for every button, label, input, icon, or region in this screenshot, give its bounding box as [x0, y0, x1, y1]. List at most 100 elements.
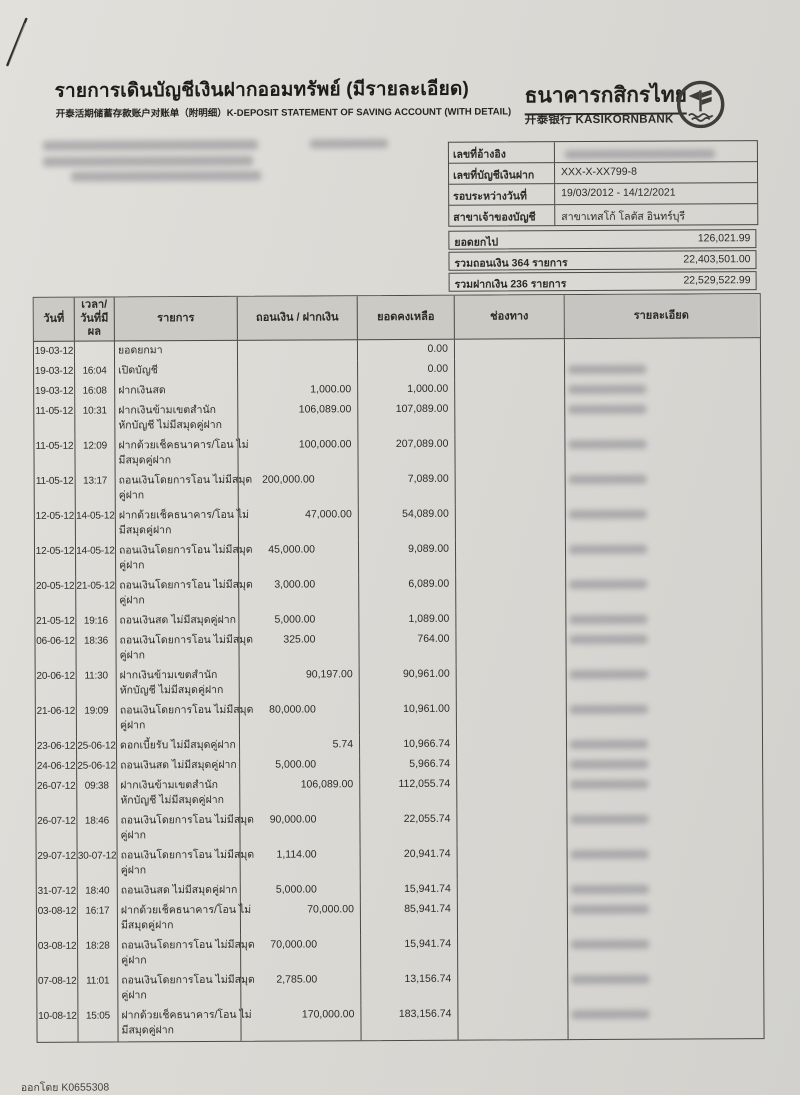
cell-balance: 6,089.00 — [359, 574, 457, 611]
cell-time: 19:16 — [76, 611, 117, 632]
cell-balance: 764.00 — [359, 629, 457, 666]
cell-time: 14-05-12 — [75, 541, 117, 577]
cell-balance: 1,089.00 — [359, 609, 457, 631]
cell-time: 11:01 — [78, 971, 119, 1007]
cell-detail — [566, 503, 759, 539]
cell-time: 18:40 — [77, 881, 118, 902]
cell-channel — [455, 399, 566, 435]
transactions-body: 19-03-12 ยอดยกมา 0.00 19-03-12 16:04 เปิดบัญช… — [33, 338, 764, 1042]
cell-detail — [567, 773, 760, 809]
cell-amount: 80,000.00 — [239, 700, 360, 736]
cell-date: 24-06-12 — [36, 756, 78, 777]
cell-description: ถอนเงินโดยการโอน ไม่มีสมุด คู่ฝาก — [117, 845, 254, 882]
transaction-row: 11-05-12 12:09 ฝากด้วยเช็คธนาคาร/โอน ไม่ มี… — [34, 433, 760, 472]
withdrawal-amount: 45,000.00 — [268, 543, 316, 556]
cell-date: 11-05-12 — [34, 471, 76, 507]
cell-detail — [567, 808, 760, 844]
account-info-value — [555, 141, 757, 162]
cell-description: ฝากด้วยเช็คธนาคาร/โอน ไม่ มีสมุดคู่ฝาก — [115, 435, 249, 472]
cell-detail — [565, 378, 758, 399]
deposit-amount: 1,000.00 — [310, 383, 352, 396]
cell-amount: 170,000.00 — [241, 1005, 362, 1041]
transaction-row: 29-07-12 30-07-12 ถอนเงินโดยการโอน ไม่มีสม… — [36, 843, 763, 882]
cell-date: 11-05-12 — [34, 436, 76, 472]
summary-row: รวมถอนเงิน 364 รายการ 22,403,501.00 — [448, 250, 757, 271]
cell-amount: 47,000.00 — [238, 505, 359, 541]
cell-channel — [458, 934, 569, 970]
cell-channel — [455, 504, 566, 540]
cell-time: 16:08 — [75, 381, 116, 402]
cell-time: 12:09 — [75, 436, 116, 472]
transaction-row: 26-07-12 09:38 ฝากเงินข้ามเขตสำนัก หักบัญชี… — [36, 773, 762, 812]
cell-detail — [565, 358, 758, 379]
redacted-page-ref — [309, 139, 388, 149]
cell-time: 10:31 — [75, 401, 116, 437]
withdrawal-amount: 1,114.00 — [276, 848, 317, 861]
cell-balance: 5,966.74 — [360, 754, 458, 776]
cell-date: 19-03-12 — [33, 341, 76, 362]
header-channel: ช่องทาง — [454, 295, 565, 339]
cell-balance: 9,089.00 — [358, 539, 457, 576]
account-info-table: เลขที่อ้างอิง เลขที่บัญชีเงินฝาก XXX-X-XX7… — [447, 140, 759, 227]
cell-balance: 0.00 — [358, 359, 456, 381]
cell-description: ถอนเงินโดยการโอน ไม่มีสมุด คู่ฝาก — [116, 700, 253, 737]
cell-time: 14-05-12 — [75, 506, 116, 542]
redacted-detail — [568, 439, 647, 450]
redacted-detail — [571, 1009, 650, 1020]
cell-description: ฝากเงินข้ามเขตสำนัก หักบัญชี ไม่มีสมุดคู่… — [116, 665, 240, 702]
cell-date: 19-03-12 — [34, 381, 76, 402]
cell-description: ฝากด้วยเช็คธนาคาร/โอน ไม่ มีสมุดคู่ฝาก — [117, 900, 251, 937]
cell-balance: 15,941.74 — [360, 879, 458, 901]
cell-date: 31-07-12 — [36, 881, 78, 902]
cell-description: ถอนเงินโดยการโอน ไม่มีสมุด คู่ฝาก — [116, 575, 253, 612]
cell-balance: 20,941.74 — [360, 844, 458, 881]
cell-date: 29-07-12 — [36, 846, 78, 882]
redacted-detail — [570, 904, 649, 915]
cell-description: ฝากเงินสด — [115, 380, 239, 402]
cell-amount: 106,089.00 — [240, 775, 361, 811]
cell-amount: 1,000.00 — [238, 380, 359, 401]
cell-channel — [457, 754, 568, 775]
cell-channel — [458, 1004, 569, 1040]
cell-description: ฝากด้วยเช็คธนาคาร/โอน ไม่ มีสมุดคู่ฝาก — [118, 1005, 252, 1042]
account-info-row: สาขาเจ้าของบัญชี สาขาเทสโก้ โลตัส อินทร์บ… — [449, 204, 757, 226]
cell-detail — [567, 698, 760, 734]
cell-time: 18:36 — [76, 631, 117, 667]
header-time: เวลา/วันที่มีผล — [74, 297, 115, 341]
account-info-row: รอบระหว่างวันที่ 19/03/2012 - 14/12/2021 — [449, 183, 758, 206]
cell-balance: 54,089.00 — [358, 504, 456, 541]
cell-description: ฝากเงินข้ามเขตสำนัก หักบัญชี ไม่มีสมุดคู่… — [115, 400, 239, 437]
account-info-label: เลขที่อ้างอิง — [448, 142, 555, 163]
cell-balance: 107,089.00 — [358, 399, 456, 436]
cell-balance: 10,961.00 — [359, 699, 457, 736]
cell-description: ถอนเงินโดยการโอน ไม่มีสมุด คู่ฝาก — [118, 970, 255, 1007]
cell-balance: 112,055.74 — [360, 774, 458, 811]
withdrawal-amount: 90,000.00 — [269, 813, 317, 826]
cell-description: ถอนเงินสด ไม่มีสมุดคู่ฝาก — [117, 880, 241, 902]
cell-balance: 183,156.74 — [361, 1004, 459, 1041]
account-info-value: XXX-X-XX799-8 — [561, 165, 637, 179]
withdrawal-amount: 70,000.00 — [270, 938, 318, 951]
cell-balance: 85,941.74 — [360, 899, 459, 936]
cell-description: ถอนเงินโดยการโอน ไม่มีสมุด คู่ฝาก — [116, 630, 253, 667]
withdrawal-amount: 2,785.00 — [276, 973, 318, 986]
cell-date: 26-07-12 — [36, 811, 78, 847]
transaction-row: 12-05-12 14-05-12 ถอนเงินโดยการโอน ไม่มีสม… — [34, 538, 761, 577]
cell-date: 20-05-12 — [35, 576, 77, 612]
cell-channel — [457, 774, 568, 810]
cell-detail — [567, 663, 760, 699]
transaction-row: 11-05-12 13:17 ถอนเงินโดยการโอน ไม่มีสมุดค… — [34, 468, 761, 507]
summary-row: รวมฝากเงิน 236 รายการ 22,529,522.99 — [448, 271, 757, 292]
cell-date: 07-08-12 — [37, 971, 79, 1007]
transaction-row: 03-08-12 16:17 ฝากด้วยเช็คธนาคาร/โอน ไม่ มี… — [36, 898, 763, 937]
account-info-value: สาขาเทสโก้ โลตัส อินทร์บุรี — [561, 210, 686, 224]
transaction-row: 21-06-12 19:09 ถอนเงินโดยการโอน ไม่มีสมุดค… — [35, 698, 762, 737]
withdrawal-amount: 3,000.00 — [274, 578, 316, 591]
cell-amount: 5,000.00 — [240, 755, 361, 776]
cell-detail — [565, 398, 758, 434]
redacted-detail — [569, 704, 648, 715]
cell-amount: 2,785.00 — [241, 970, 362, 1006]
cell-detail — [568, 968, 761, 1004]
header-date: วันที่ — [33, 297, 75, 341]
summary-label: ยอดยกไป — [454, 236, 499, 249]
